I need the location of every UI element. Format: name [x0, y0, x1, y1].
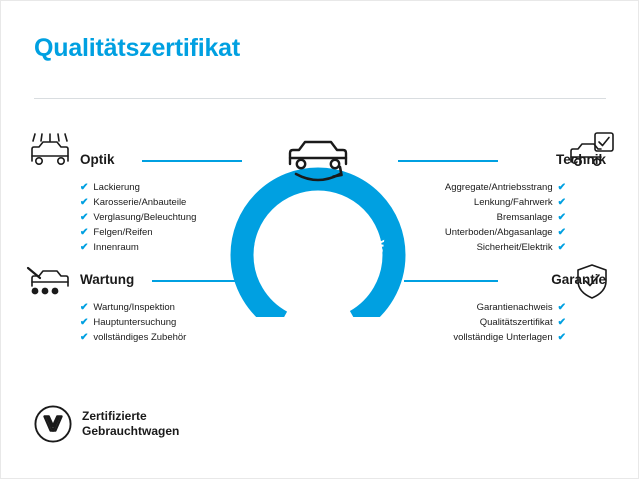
footer-text: Zertifizierte Gebrauchtwagen — [82, 409, 179, 439]
list-technik: Aggregate/Antriebsstrang ✔ Lenkung/Fahrwe… — [380, 180, 566, 255]
list-item-label: Karosserie/Anbauteile — [93, 197, 187, 208]
check-icon: ✔ — [557, 301, 566, 313]
section-heading-wartung: Wartung — [80, 272, 135, 287]
shield-check-icon — [572, 262, 612, 307]
360-check-badge: Gebrauchtwagen-Check 360° — [218, 112, 418, 343]
section-rule-garantie — [404, 280, 498, 282]
section-rule-wartung — [152, 280, 242, 282]
car-wash-icon — [26, 132, 74, 179]
list-wartung: ✔ Wartung/Inspektion ✔ Hauptuntersuchung ✔… — [80, 300, 250, 345]
list-item-label: Bremsanlage — [496, 212, 553, 223]
list-item-label: Lenkung/Fahrwerk — [473, 197, 553, 208]
list-item: ✔ Verglasung/Beleuchtung — [80, 210, 250, 225]
list-item-label: Hauptuntersuchung — [93, 317, 177, 328]
list-item: vollständige Unterlagen ✔ — [380, 330, 566, 345]
list-item: ✔ vollständiges Zubehör — [80, 330, 250, 345]
check-icon: ✔ — [80, 181, 89, 193]
list-item-label: Lackierung — [93, 182, 140, 193]
check-icon: ✔ — [80, 331, 89, 343]
check-icon: ✔ — [80, 301, 89, 313]
check-icon: ✔ — [557, 226, 566, 238]
list-item: Aggregate/Antriebsstrang ✔ — [380, 180, 566, 195]
vw-logo-icon — [34, 405, 72, 443]
section-heading-optik: Optik — [80, 152, 115, 167]
list-item: ✔ Wartung/Inspektion — [80, 300, 250, 315]
list-item-label: Verglasung/Beleuchtung — [93, 212, 197, 223]
list-item-label: Qualitätszertifikat — [479, 317, 553, 328]
list-optik: ✔ Lackierung ✔ Karosserie/Anbauteile ✔ Verg… — [80, 180, 250, 255]
list-item: ✔ Karosserie/Anbauteile — [80, 195, 250, 210]
list-item-label: vollständiges Zubehör — [93, 332, 187, 343]
car-service-tools-icon — [26, 262, 74, 305]
footer-line-2: Gebrauchtwagen — [82, 424, 180, 438]
list-item-label: Wartung/Inspektion — [93, 302, 175, 313]
check-icon: ✔ — [80, 316, 89, 328]
list-item: ✔ Innenraum — [80, 240, 250, 255]
check-icon: ✔ — [80, 226, 89, 238]
list-item-label: Innenraum — [93, 242, 139, 253]
list-item: ✔ Hauptuntersuchung — [80, 315, 250, 330]
list-item: Garantienachweis ✔ — [380, 300, 566, 315]
check-icon: ✔ — [557, 241, 566, 253]
check-icon: ✔ — [80, 211, 89, 223]
list-item-label: Garantienachweis — [476, 302, 553, 313]
section-rule-optik — [142, 160, 242, 162]
list-item-label: Felgen/Reifen — [93, 227, 153, 238]
list-item-label: Unterboden/Abgasanlage — [444, 227, 553, 238]
page-title: Qualitätszertifikat — [34, 34, 240, 62]
list-item: Qualitätszertifikat ✔ — [380, 315, 566, 330]
footer-line-1: Zertifizierte — [82, 409, 147, 423]
check-icon: ✔ — [557, 196, 566, 208]
check-icon: ✔ — [80, 196, 89, 208]
check-icon: ✔ — [557, 211, 566, 223]
list-garantie: Garantienachweis ✔ Qualitätszertifikat ✔ v… — [380, 300, 566, 345]
list-item: Lenkung/Fahrwerk ✔ — [380, 195, 566, 210]
list-item: Unterboden/Abgasanlage ✔ — [380, 225, 566, 240]
check-icon: ✔ — [557, 181, 566, 193]
list-item-label: Aggregate/Antriebsstrang — [444, 182, 553, 193]
title-divider — [34, 98, 606, 99]
check-icon: ✔ — [557, 331, 566, 343]
section-heading-technik: Technik — [555, 152, 606, 167]
list-item: Bremsanlage ✔ — [380, 210, 566, 225]
car-front-rotate-icon — [288, 140, 348, 182]
degrees-label: 360° — [287, 204, 349, 236]
list-item-label: Sicherheit/Elektrik — [476, 242, 553, 253]
list-item: ✔ Felgen/Reifen — [80, 225, 250, 240]
car-checklist-icon — [568, 132, 616, 179]
list-item: Sicherheit/Elektrik ✔ — [380, 240, 566, 255]
footer-brand: Zertifizierte Gebrauchtwagen — [34, 405, 179, 443]
section-heading-garantie: Garantie — [551, 272, 606, 287]
check-icon: ✔ — [557, 316, 566, 328]
list-item-label: vollständige Unterlagen — [453, 332, 553, 343]
list-item: ✔ Lackierung — [80, 180, 250, 195]
section-rule-technik — [398, 160, 498, 162]
check-icon: ✔ — [80, 241, 89, 253]
